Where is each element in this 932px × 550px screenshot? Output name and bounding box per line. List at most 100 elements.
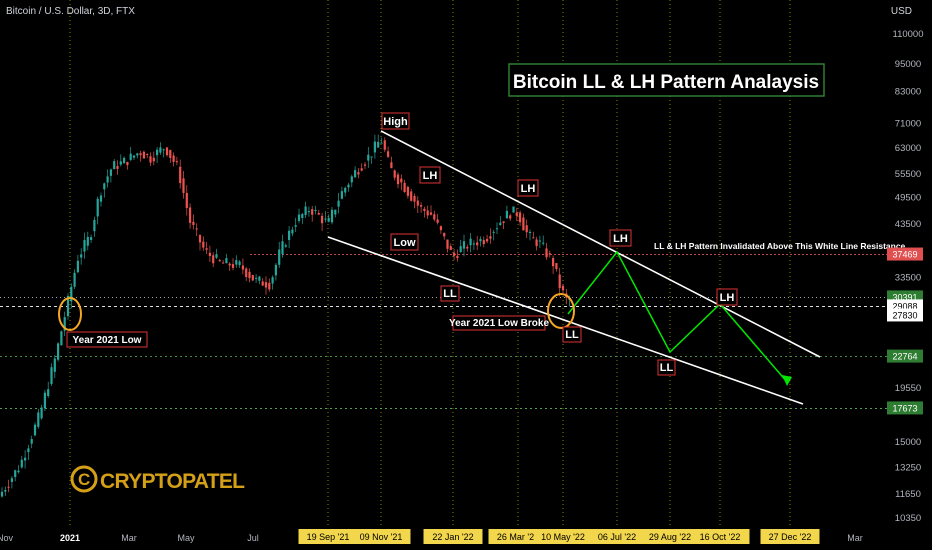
candle-body bbox=[215, 254, 218, 258]
candle-body bbox=[126, 161, 129, 166]
annotation-lh: LH bbox=[521, 183, 536, 195]
candle-body bbox=[113, 161, 116, 170]
candle-body bbox=[20, 459, 23, 468]
price-label: 22764 bbox=[892, 352, 917, 362]
candle-body bbox=[393, 170, 396, 178]
candle-body bbox=[403, 182, 406, 193]
logo-coin-icon bbox=[70, 465, 98, 493]
annotation-lh-box bbox=[609, 229, 632, 247]
candle-body bbox=[400, 178, 403, 183]
candle-body bbox=[255, 277, 258, 279]
annotation-ll: LL bbox=[660, 362, 674, 374]
candle-body bbox=[198, 235, 202, 243]
candle-body bbox=[76, 260, 79, 273]
candle-body bbox=[416, 200, 419, 206]
x-axis-date-tag bbox=[351, 529, 411, 544]
candle-body bbox=[433, 214, 436, 220]
candle-body bbox=[106, 176, 109, 183]
candle-body bbox=[83, 240, 86, 252]
candle-body bbox=[525, 225, 528, 233]
candle-body bbox=[380, 142, 383, 144]
candle-body bbox=[10, 478, 13, 482]
annotation-lh-box bbox=[419, 166, 441, 184]
candle-body bbox=[509, 215, 512, 219]
candle-body bbox=[149, 156, 152, 163]
x-axis-label: 09 Nov '21 bbox=[360, 532, 403, 542]
candle-body bbox=[17, 470, 20, 473]
annotation-high: High bbox=[383, 116, 408, 128]
candle-body bbox=[0, 491, 4, 497]
x-axis-label: 06 Jul '22 bbox=[598, 532, 636, 542]
candle-body bbox=[406, 186, 409, 196]
candle-body bbox=[538, 240, 541, 242]
candle-body bbox=[558, 274, 561, 289]
candle-body bbox=[367, 154, 370, 161]
breakdown-circle bbox=[547, 293, 575, 329]
invalidation-note: LL & LH Pattern Invalidated Above This W… bbox=[654, 241, 906, 251]
candle-body bbox=[387, 151, 390, 157]
candle-body bbox=[354, 170, 357, 178]
price-label: 37469 bbox=[892, 250, 917, 260]
price-label-tag bbox=[887, 349, 923, 363]
candle-body bbox=[258, 276, 261, 281]
x-axis-label: 16 Oct '22 bbox=[700, 532, 741, 542]
candle-body bbox=[492, 231, 495, 233]
x-axis-date-tag bbox=[640, 529, 700, 544]
candle-body bbox=[456, 255, 459, 259]
y-tick-label: 15000 bbox=[895, 437, 921, 448]
candle-body bbox=[218, 260, 221, 262]
candle-body bbox=[528, 231, 532, 234]
candle-body bbox=[212, 255, 215, 264]
candle-body bbox=[462, 241, 466, 249]
annotation-ll: LL bbox=[443, 288, 457, 300]
y-tick-label: 19550 bbox=[895, 383, 921, 394]
candle-body bbox=[297, 214, 301, 222]
x-axis-label: 10 May '22 bbox=[541, 532, 585, 542]
candle-body bbox=[499, 222, 502, 226]
candle-body bbox=[288, 230, 291, 241]
candle-body bbox=[93, 219, 96, 232]
candle-body bbox=[169, 149, 172, 158]
candle-body bbox=[459, 246, 462, 253]
candle-body bbox=[479, 239, 482, 242]
candle-body bbox=[70, 286, 73, 302]
candle-body bbox=[284, 245, 287, 247]
candle-body bbox=[321, 215, 324, 224]
candle-body bbox=[436, 219, 439, 223]
x-axis-label: Mar bbox=[847, 533, 863, 543]
candle-body bbox=[208, 252, 211, 256]
candle-body bbox=[519, 212, 522, 223]
annotation-high-box bbox=[381, 112, 410, 130]
x-axis-label: 27 Dec '22 bbox=[769, 532, 812, 542]
candle-body bbox=[340, 191, 343, 199]
candle-body bbox=[396, 174, 400, 185]
candle-body bbox=[423, 208, 426, 211]
annotation-year-2021-low: Year 2021 Low bbox=[73, 335, 142, 346]
candle-body bbox=[370, 156, 373, 158]
annotation-lh-box bbox=[716, 288, 738, 306]
logo-text: CRYPTOPATEL bbox=[100, 470, 245, 493]
upper-trendline bbox=[380, 130, 821, 358]
candle-body bbox=[502, 221, 505, 223]
annotation-ll-box bbox=[440, 285, 460, 302]
candle-body bbox=[268, 282, 271, 290]
candle-body bbox=[30, 439, 33, 444]
y-tick-label: 55500 bbox=[895, 169, 921, 180]
annotation-year-2021-low-box bbox=[66, 331, 148, 348]
candle-body bbox=[515, 212, 518, 216]
candle-body bbox=[119, 161, 122, 165]
y-tick-label: 13250 bbox=[895, 462, 921, 473]
x-axis-label: 29 Aug '22 bbox=[649, 532, 691, 542]
candle-body bbox=[251, 275, 254, 281]
y-tick-label: 33500 bbox=[895, 272, 921, 283]
candle-body bbox=[429, 212, 433, 215]
candle-body bbox=[195, 228, 198, 230]
candle-body bbox=[466, 246, 469, 249]
candle-body bbox=[314, 210, 317, 212]
x-axis-label: Mar bbox=[121, 533, 137, 543]
candle-body bbox=[347, 184, 350, 188]
candle-body bbox=[152, 157, 155, 162]
candle-body bbox=[202, 241, 205, 248]
candle-body bbox=[57, 343, 60, 360]
